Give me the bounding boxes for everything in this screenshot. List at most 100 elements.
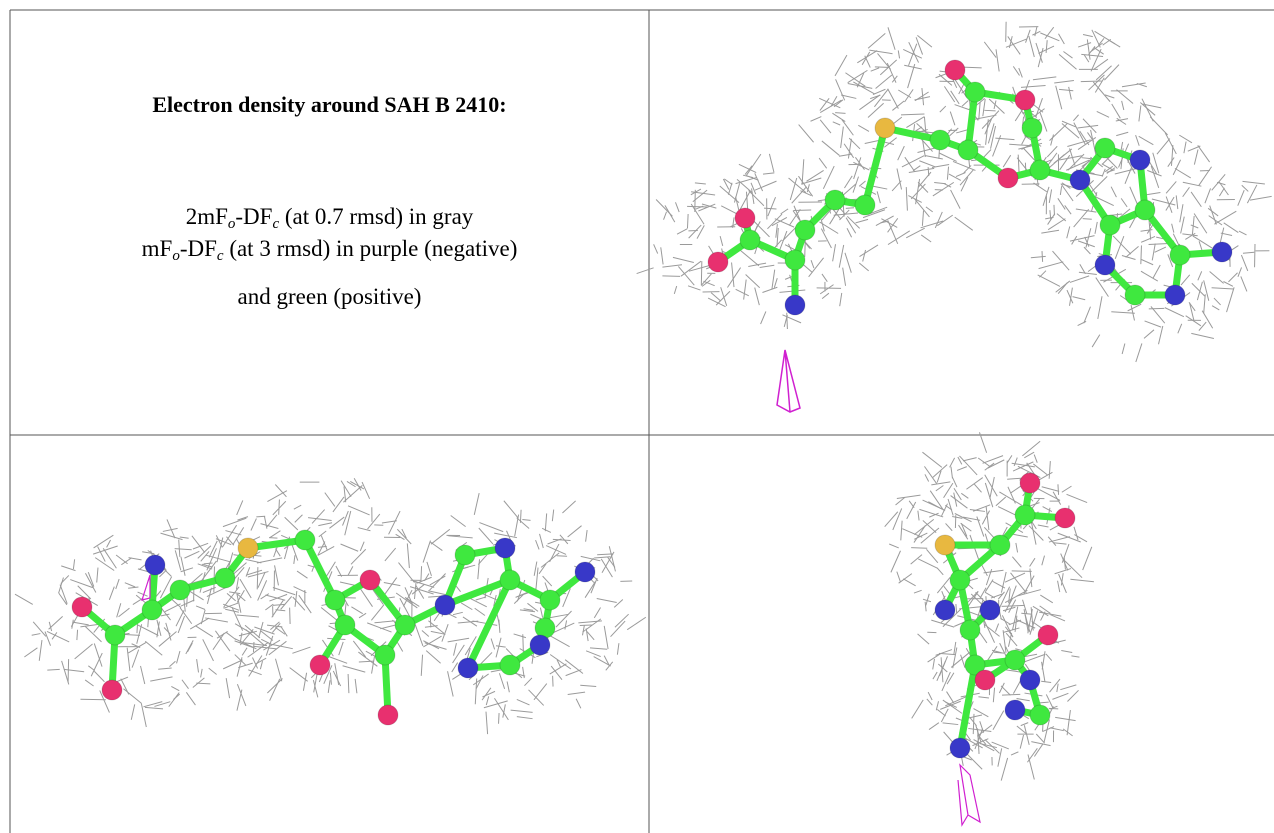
mesh-segment — [224, 587, 240, 608]
mesh-segment — [1238, 267, 1242, 276]
mesh-segment — [1059, 54, 1076, 69]
mesh-segment — [196, 683, 210, 684]
mesh-segment — [181, 557, 185, 576]
mesh-segment — [85, 573, 95, 592]
mesh-segment — [276, 610, 286, 611]
mesh-segment — [942, 504, 948, 516]
mesh-segment — [995, 138, 1014, 140]
atom — [360, 570, 380, 590]
mesh-segment — [1199, 167, 1212, 186]
atom — [1020, 670, 1040, 690]
mesh-segment — [294, 555, 295, 564]
mesh-segment — [586, 628, 588, 641]
mesh-segment — [801, 178, 821, 184]
caption-text: and green (positive) — [238, 284, 422, 309]
mesh-segment — [720, 236, 723, 246]
mesh-segment — [362, 482, 370, 499]
mesh-segment — [345, 511, 351, 535]
mesh-segment — [190, 618, 209, 629]
mesh-segment — [760, 265, 775, 267]
mesh-segment — [145, 707, 163, 709]
mesh-segment — [922, 211, 923, 226]
mesh-segment — [858, 125, 869, 131]
mesh-segment — [181, 568, 193, 572]
mesh-segment — [1139, 105, 1141, 121]
mesh-segment — [953, 161, 975, 170]
atom — [1005, 700, 1025, 720]
mesh-segment — [499, 673, 504, 689]
atom — [458, 658, 478, 678]
mesh-segment — [24, 648, 37, 657]
mesh-segment — [695, 190, 696, 212]
atom — [990, 535, 1010, 555]
atom — [455, 545, 475, 565]
mesh-segment — [534, 562, 537, 576]
mesh-segment — [859, 181, 865, 186]
mesh-segment — [654, 244, 658, 253]
mesh-segment — [294, 587, 307, 593]
mesh-segment — [1014, 458, 1017, 466]
mesh-segment — [295, 591, 297, 607]
mesh-segment — [186, 692, 195, 705]
mesh-segment — [736, 289, 749, 296]
mesh-segment — [39, 640, 42, 661]
mesh-segment — [179, 540, 180, 557]
mesh-segment — [597, 599, 617, 603]
mesh-segment — [1079, 272, 1097, 274]
mesh-segment — [617, 643, 619, 655]
mesh-segment — [1121, 198, 1127, 207]
mesh-segment — [994, 652, 1004, 653]
mesh-segment — [1193, 236, 1213, 248]
mesh-segment — [150, 677, 172, 681]
mesh-segment — [748, 263, 766, 266]
mesh-segment — [833, 122, 840, 125]
mesh-segment — [426, 651, 440, 664]
mesh-segment — [273, 588, 295, 595]
mesh-segment — [892, 101, 904, 110]
mesh-segment — [507, 681, 509, 692]
mesh-segment — [265, 604, 273, 610]
atom — [1212, 242, 1232, 262]
mesh-segment — [1013, 681, 1020, 694]
mesh-segment — [32, 634, 41, 636]
mesh-segment — [406, 598, 420, 607]
mesh-segment — [898, 146, 905, 160]
mesh-segment — [308, 518, 332, 521]
mesh-segment — [887, 63, 896, 83]
mesh-segment — [963, 458, 977, 461]
mesh-segment — [1012, 571, 1032, 572]
mesh-segment — [1034, 455, 1037, 463]
mesh-segment — [367, 623, 391, 632]
mesh-segment — [901, 521, 902, 541]
mesh-segment — [914, 97, 930, 100]
mesh-segment — [1009, 144, 1033, 145]
mesh-segment — [762, 287, 777, 292]
atom — [825, 190, 845, 210]
mesh-segment — [1126, 246, 1139, 257]
mesh-segment — [946, 523, 953, 530]
mesh-segment — [486, 696, 488, 705]
mesh-segment — [542, 528, 551, 532]
mesh-segment — [1067, 494, 1088, 502]
mesh-segment — [475, 679, 476, 705]
mesh-segment — [627, 617, 646, 629]
mesh-segment — [859, 263, 868, 271]
mesh-segment — [1030, 558, 1035, 566]
mesh-segment — [94, 535, 114, 548]
mesh-segment — [371, 605, 384, 621]
mesh-segment — [343, 666, 366, 672]
mesh-segment — [1084, 307, 1091, 323]
mesh-segment — [1057, 684, 1058, 692]
mesh-segment — [1146, 193, 1161, 195]
mesh-segment — [415, 581, 417, 599]
mesh-segment — [936, 486, 944, 491]
mesh-segment — [937, 577, 950, 593]
mesh-segment — [594, 608, 600, 618]
mesh-segment — [163, 528, 178, 531]
mesh-segment — [161, 614, 169, 616]
mesh-segment — [429, 574, 445, 591]
mesh-segment — [951, 467, 953, 479]
atom — [335, 615, 355, 635]
mesh-segment — [863, 250, 866, 261]
mesh-segment — [708, 298, 725, 307]
